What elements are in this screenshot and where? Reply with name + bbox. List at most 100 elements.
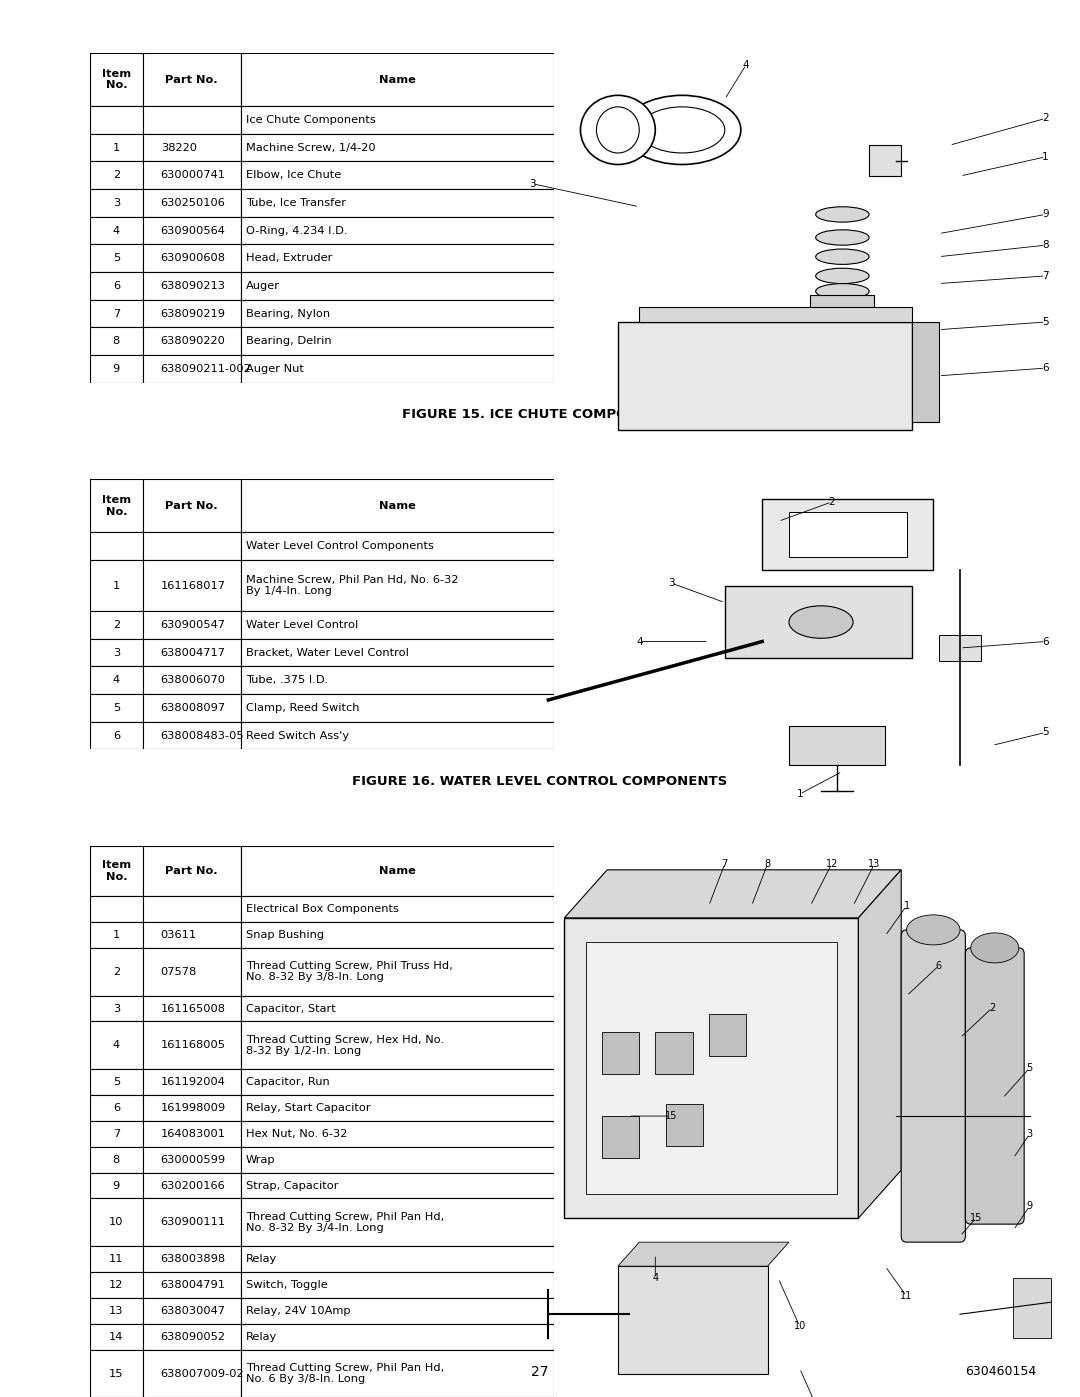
Bar [143, 1069, 241, 1095]
Bar [90, 947, 143, 996]
Text: Thread Cutting Screw, Phil Truss Hd,
No. 8-32 By 3/8-In. Long: Thread Cutting Screw, Phil Truss Hd, No.… [246, 961, 453, 982]
Ellipse shape [815, 249, 869, 264]
Text: 4: 4 [636, 637, 643, 647]
FancyBboxPatch shape [912, 323, 939, 422]
Text: 14: 14 [109, 1331, 123, 1341]
Bar [143, 610, 241, 638]
Text: 15: 15 [665, 1111, 677, 1120]
Text: Part No.: Part No. [165, 74, 218, 85]
Bar [241, 1069, 554, 1095]
Bar [90, 1298, 143, 1324]
Ellipse shape [906, 915, 960, 944]
Text: 5: 5 [1042, 317, 1049, 327]
Text: 638004791: 638004791 [161, 1280, 226, 1289]
Text: Item
No.: Item No. [102, 68, 131, 91]
Ellipse shape [596, 108, 639, 154]
FancyBboxPatch shape [585, 942, 837, 1194]
Bar [143, 638, 241, 666]
Bar [241, 1246, 554, 1273]
Text: 638007009-02: 638007009-02 [161, 1369, 244, 1379]
Text: 630900111: 630900111 [161, 1217, 226, 1228]
Text: Relay: Relay [246, 1255, 278, 1264]
Text: 5: 5 [1026, 1063, 1032, 1073]
Bar [143, 996, 241, 1021]
Bar [143, 355, 241, 383]
Bar [90, 1273, 143, 1298]
Bar [241, 162, 554, 189]
Bar [143, 1172, 241, 1199]
Text: 5: 5 [112, 1077, 120, 1087]
Text: 630900564: 630900564 [161, 226, 226, 236]
Bar [241, 1199, 554, 1246]
Bar [90, 189, 143, 217]
Text: Tube, Ice Transfer: Tube, Ice Transfer [246, 198, 346, 208]
Text: 2: 2 [828, 497, 835, 507]
FancyBboxPatch shape [725, 587, 912, 658]
Text: 38220: 38220 [161, 142, 197, 152]
Text: 6: 6 [1042, 637, 1049, 647]
Text: 2: 2 [112, 170, 120, 180]
Text: 4: 4 [112, 226, 120, 236]
Ellipse shape [788, 606, 853, 638]
Text: 8: 8 [112, 337, 120, 346]
Bar [241, 996, 554, 1021]
Bar [143, 479, 241, 532]
Bar [143, 1120, 241, 1147]
Bar [143, 1147, 241, 1172]
Bar [241, 300, 554, 327]
Text: 10: 10 [794, 1322, 806, 1331]
Bar [143, 666, 241, 694]
Bar [143, 722, 241, 749]
FancyBboxPatch shape [966, 949, 1024, 1224]
Text: 5: 5 [112, 703, 120, 712]
Text: Name: Name [379, 74, 416, 85]
Bar [241, 1350, 554, 1397]
Text: 8: 8 [112, 1155, 120, 1165]
Bar [241, 922, 554, 947]
Text: Ice Chute Components: Ice Chute Components [246, 115, 376, 124]
Bar [241, 947, 554, 996]
Bar [143, 1199, 241, 1246]
Text: 3: 3 [669, 578, 675, 588]
Text: Name: Name [379, 866, 416, 876]
Bar [143, 189, 241, 217]
Text: 9: 9 [112, 365, 120, 374]
Text: 161168005: 161168005 [161, 1041, 226, 1051]
Bar [90, 638, 143, 666]
Bar [90, 355, 143, 383]
Bar [241, 638, 554, 666]
Text: 6: 6 [112, 281, 120, 291]
Polygon shape [565, 870, 901, 918]
FancyBboxPatch shape [602, 1116, 639, 1158]
Text: 9: 9 [1026, 1201, 1032, 1211]
Bar [241, 327, 554, 355]
Text: 638030047: 638030047 [161, 1306, 226, 1316]
Ellipse shape [971, 933, 1018, 963]
FancyBboxPatch shape [565, 918, 859, 1218]
Text: 630000741: 630000741 [161, 170, 226, 180]
Text: Clamp, Reed Switch: Clamp, Reed Switch [246, 703, 360, 712]
Bar [143, 300, 241, 327]
Text: 15: 15 [970, 1213, 982, 1224]
Text: 630250106: 630250106 [161, 198, 226, 208]
Bar [90, 1172, 143, 1199]
FancyBboxPatch shape [1013, 1278, 1051, 1338]
Bar [90, 666, 143, 694]
Bar [90, 532, 143, 560]
Text: 5: 5 [112, 253, 120, 263]
Polygon shape [859, 870, 901, 1218]
Text: 630900547: 630900547 [161, 620, 226, 630]
Bar [869, 145, 901, 176]
Bar [143, 1095, 241, 1120]
Text: Auger Nut: Auger Nut [246, 365, 303, 374]
Text: 3: 3 [112, 198, 120, 208]
Bar [90, 1199, 143, 1246]
Text: 630200166: 630200166 [161, 1180, 226, 1190]
Text: Relay, Start Capacitor: Relay, Start Capacitor [246, 1104, 370, 1113]
Text: 07578: 07578 [161, 967, 197, 977]
Bar [241, 189, 554, 217]
Bar [90, 560, 143, 610]
FancyBboxPatch shape [901, 930, 966, 1242]
Text: Capacitor, Run: Capacitor, Run [246, 1077, 329, 1087]
Bar [143, 1021, 241, 1069]
